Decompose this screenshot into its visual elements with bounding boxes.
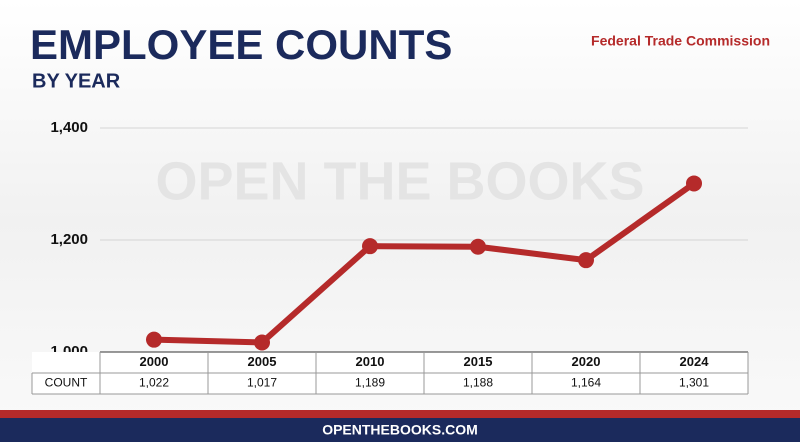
footer-stripe <box>0 410 800 418</box>
value-label: 1,022 <box>139 376 169 390</box>
footer-band <box>0 418 800 442</box>
value-label: 1,301 <box>679 376 709 390</box>
x-tick-label: 2015 <box>464 354 493 369</box>
point <box>362 238 378 255</box>
y-tick-label: 1,200 <box>50 231 88 248</box>
x-tick-label: 2024 <box>680 354 710 369</box>
point <box>146 331 162 348</box>
value-label: 1,188 <box>463 376 493 390</box>
chart-subtitle: BY YEAR <box>32 70 121 92</box>
value-label: 1,164 <box>571 376 601 390</box>
point <box>470 238 486 255</box>
point <box>578 252 594 269</box>
point <box>254 334 270 351</box>
value-label: 1,017 <box>247 376 277 390</box>
y-tick-label: 1,400 <box>50 119 88 136</box>
chart-title: EMPLOYEE COUNTS <box>30 21 452 68</box>
line <box>153 180 696 346</box>
watermark: OPEN THE BOOKS <box>155 151 644 211</box>
x-tick-label: 2020 <box>572 354 601 369</box>
row-label: COUNT <box>45 376 88 390</box>
x-tick-label: 2005 <box>248 354 277 369</box>
value-label: 1,189 <box>355 376 385 390</box>
point <box>686 175 702 192</box>
footer: OPENTHEBOOKS.COM <box>322 422 478 438</box>
x-tick-label: 2000 <box>140 354 169 369</box>
x-tick-label: 2010 <box>356 354 385 369</box>
source: Federal Trade Commission <box>591 33 770 49</box>
